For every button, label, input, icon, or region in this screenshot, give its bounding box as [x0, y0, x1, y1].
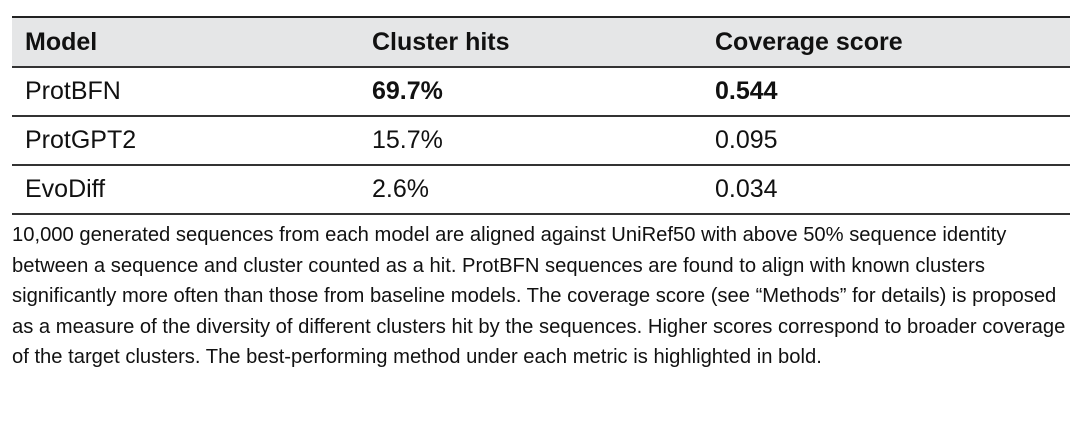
header-cluster-hits: Cluster hits — [372, 27, 510, 56]
cell-cluster-hits: 69.7% — [372, 77, 443, 105]
table-row: EvoDiff 2.6% 0.034 — [12, 165, 1070, 214]
table-caption: 10,000 generated sequences from each mod… — [12, 224, 1066, 369]
results-table: Model Cluster hits Coverage score ProtBF… — [12, 16, 1070, 215]
table-header: Model Cluster hits Coverage score — [12, 17, 1070, 67]
table-body: ProtBFN 69.7% 0.544 ProtGPT2 15.7% 0.095… — [12, 67, 1070, 214]
cell-cluster-hits: 15.7% — [372, 126, 443, 154]
header-coverage-score: Coverage score — [715, 27, 903, 56]
header-row: Model Cluster hits Coverage score — [12, 17, 1070, 67]
cell-model: EvoDiff — [25, 175, 106, 203]
cell-coverage-score: 0.095 — [715, 126, 778, 154]
header-model: Model — [25, 27, 98, 56]
results-table-container: Model Cluster hits Coverage score ProtBF… — [12, 16, 1070, 215]
cell-coverage-score: 0.544 — [715, 77, 778, 105]
cell-model: ProtGPT2 — [25, 126, 137, 154]
cell-model: ProtBFN — [25, 77, 121, 105]
table-row: ProtGPT2 15.7% 0.095 — [12, 116, 1070, 165]
table-row: ProtBFN 69.7% 0.544 — [12, 67, 1070, 116]
cell-cluster-hits: 2.6% — [372, 175, 429, 203]
cell-coverage-score: 0.034 — [715, 175, 778, 203]
